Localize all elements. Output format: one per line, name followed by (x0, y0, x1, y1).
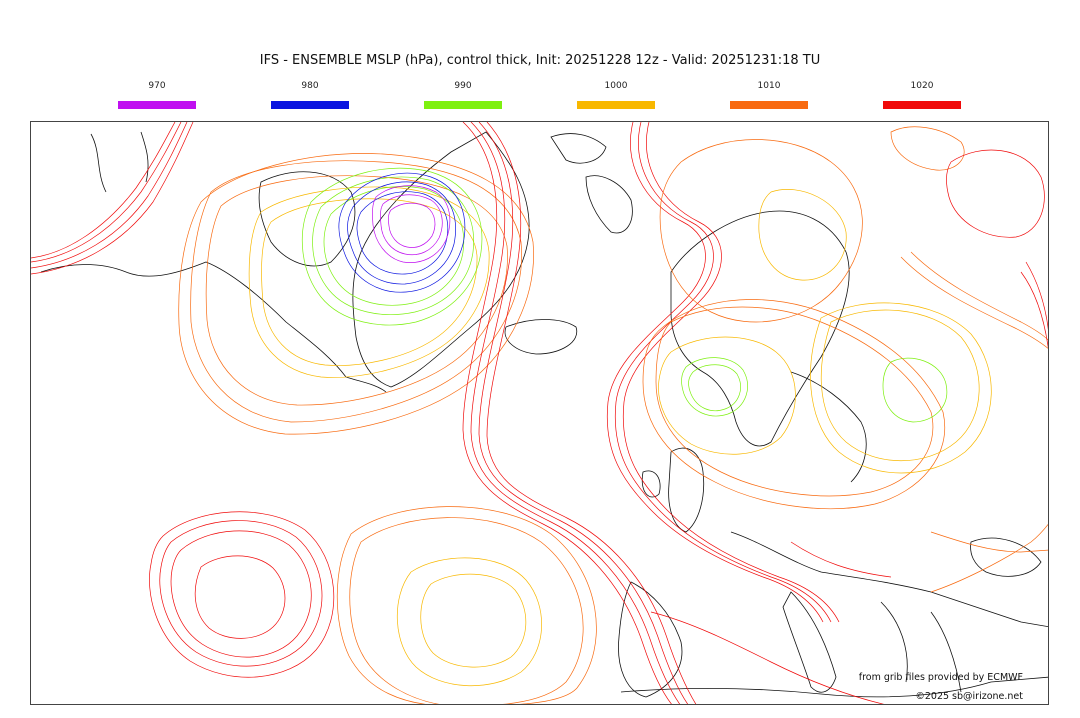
legend-label: 1000 (604, 81, 628, 91)
coastline-ireland (641, 470, 661, 498)
isobars-980-greenland (338, 172, 466, 293)
coastline-baltic (790, 371, 867, 483)
coastline-britain (668, 447, 705, 533)
legend-label: 1010 (757, 81, 781, 91)
copyright-credit: ©2025 sb@irizone.net (915, 691, 1023, 702)
source-credit: from grib files provided by ECMWF (858, 672, 1023, 683)
legend-swatch (730, 101, 808, 109)
legend-swatch (883, 101, 961, 109)
coastline-scandinavia (670, 210, 850, 447)
isobars-1010-azores (336, 506, 597, 704)
coastline-canada (40, 261, 387, 393)
coastline-italy (782, 591, 837, 693)
isobars-1010-east (890, 126, 1048, 593)
isobars-990-greenland (301, 167, 483, 326)
legend-item-970: 970 (118, 79, 196, 109)
coastlines (40, 131, 1048, 698)
isobars-1020-northwest (31, 122, 194, 275)
legend-item-990: 990 (424, 79, 502, 109)
legend-item-980: 980 (271, 79, 349, 109)
isobars-1020-atlantic-ridge (462, 122, 697, 704)
legend-swatch (271, 101, 349, 109)
isobars-1010-scandinavia (642, 139, 945, 510)
legend-label: 980 (301, 81, 319, 91)
isobars (31, 122, 1048, 704)
legend-label: 990 (454, 81, 472, 91)
isobars-1000-europe (658, 189, 992, 474)
isobars-970-greenland (372, 185, 451, 263)
legend-label: 970 (148, 81, 166, 91)
isobars-1000-azores (396, 557, 542, 687)
coastline-europe (730, 531, 1048, 628)
coastline-baffin (258, 171, 356, 267)
legend-swatch (118, 101, 196, 109)
coastline-northwest (90, 131, 149, 193)
chart-title: IFS - ENSEMBLE MSLP (hPa), control thick… (259, 53, 821, 68)
coastline-svalbard (550, 133, 607, 164)
isobars-1020-east (650, 149, 1048, 704)
legend-item-1010: 1010 (730, 79, 808, 109)
isobars-1000-greenland (248, 186, 490, 378)
coastline-franzjosef (585, 175, 633, 234)
coastline-blacksea (970, 537, 1042, 577)
legend-swatch (577, 101, 655, 109)
coastline-greenland (352, 131, 530, 388)
legend-item-1020: 1020 (883, 79, 961, 109)
map-panel[interactable]: from grib files provided by ECMWF ©2025 … (30, 121, 1049, 705)
isobars-990-europe (681, 357, 948, 423)
legend-label: 1020 (910, 81, 934, 91)
isobars-1010-greenland (178, 153, 534, 435)
isobars-1020-southwest-high (149, 511, 335, 678)
coastline-north-africa (620, 676, 1048, 698)
legend-swatch (424, 101, 502, 109)
isobar-map (31, 122, 1048, 704)
coastline-greece-balkans (880, 601, 962, 693)
legend-item-1000: 1000 (577, 79, 655, 109)
isobars-1020-europe-west (606, 122, 840, 623)
coastline-iberia (618, 581, 683, 698)
coastline-iceland (504, 319, 578, 355)
